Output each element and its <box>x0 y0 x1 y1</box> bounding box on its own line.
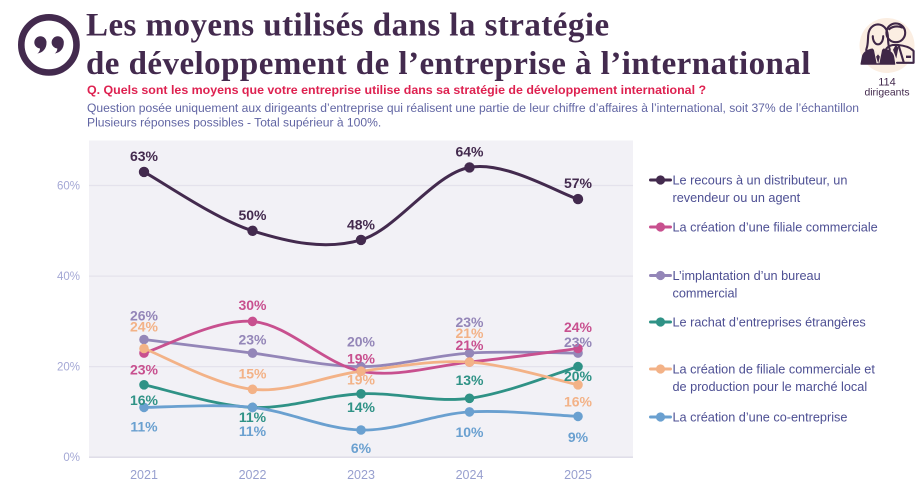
svg-text:15%: 15% <box>238 366 267 382</box>
svg-text:20%: 20% <box>564 368 593 384</box>
svg-text:23%: 23% <box>130 361 159 377</box>
svg-text:de production pour le marché l: de production pour le marché local <box>673 380 868 394</box>
svg-text:21%: 21% <box>455 325 484 341</box>
svg-text:20%: 20% <box>347 334 376 350</box>
svg-text:16%: 16% <box>130 392 159 408</box>
svg-text:9%: 9% <box>568 429 589 445</box>
svg-text:2025: 2025 <box>564 468 592 482</box>
svg-text:50%: 50% <box>238 207 267 223</box>
svg-text:57%: 57% <box>564 175 593 191</box>
svg-text:de développement de l’entrepri: de développement de l’entreprise à l’int… <box>86 46 811 82</box>
svg-text:11%: 11% <box>239 409 267 425</box>
svg-text:11%: 11% <box>130 419 158 435</box>
svg-text:64%: 64% <box>455 144 484 160</box>
svg-text:2024: 2024 <box>456 468 484 482</box>
svg-text:23%: 23% <box>238 332 267 348</box>
svg-text:19%: 19% <box>347 350 376 366</box>
svg-text:Q. Quels sont les moyens que v: Q. Quels sont les moyens que votre entre… <box>87 83 706 97</box>
svg-text:2021: 2021 <box>130 468 158 482</box>
svg-text:La création de filiale commerc: La création de filiale commerciale et <box>673 363 876 377</box>
svg-text:Plusieurs réponses possibles -: Plusieurs réponses possibles - Total sup… <box>87 116 381 130</box>
svg-text:Question posée uniquement aux: Question posée uniquement aux dirigeants… <box>87 101 859 115</box>
svg-text:40%: 40% <box>57 271 80 283</box>
svg-text:23%: 23% <box>455 314 484 330</box>
svg-text:6%: 6% <box>351 440 372 456</box>
svg-text:dirigeants: dirigeants <box>864 88 909 99</box>
svg-text:Le rachat d’entreprises étrang: Le rachat d’entreprises étrangères <box>673 316 866 330</box>
svg-text:L’implantation d’un bureau: L’implantation d’un bureau <box>673 269 821 283</box>
svg-text:0%: 0% <box>63 452 80 464</box>
svg-text:30%: 30% <box>238 297 267 313</box>
svg-text:Le recours à un distributeur,: Le recours à un distributeur, un <box>673 174 848 188</box>
svg-text:La création d’une filiale comm: La création d’une filiale commerciale <box>673 221 878 235</box>
svg-text:commercial: commercial <box>673 286 738 300</box>
svg-text:26%: 26% <box>130 307 159 323</box>
svg-text:2022: 2022 <box>239 468 267 482</box>
svg-text:16%: 16% <box>564 394 593 410</box>
svg-text:2023: 2023 <box>347 468 375 482</box>
svg-text:14%: 14% <box>347 399 376 415</box>
svg-text:21%: 21% <box>455 337 484 353</box>
svg-text:Les moyens utilisés dans la st: Les moyens utilisés dans la stratégie <box>86 8 610 44</box>
svg-text:23%: 23% <box>564 334 593 350</box>
svg-text:13%: 13% <box>455 372 484 388</box>
svg-text:revendeur ou un agent: revendeur ou un agent <box>673 191 801 205</box>
svg-text:11%: 11% <box>239 423 267 439</box>
svg-text:114: 114 <box>878 77 896 89</box>
svg-text:24%: 24% <box>130 319 159 335</box>
svg-text:63%: 63% <box>130 148 159 164</box>
svg-text:24%: 24% <box>564 319 593 335</box>
svg-text:La création d’une co-entrepris: La création d’une co-entreprise <box>673 411 848 425</box>
svg-text:48%: 48% <box>347 216 376 232</box>
svg-text:20%: 20% <box>57 362 80 374</box>
svg-text:19%: 19% <box>347 372 376 388</box>
svg-text:60%: 60% <box>57 181 80 193</box>
svg-text:10%: 10% <box>455 424 484 440</box>
